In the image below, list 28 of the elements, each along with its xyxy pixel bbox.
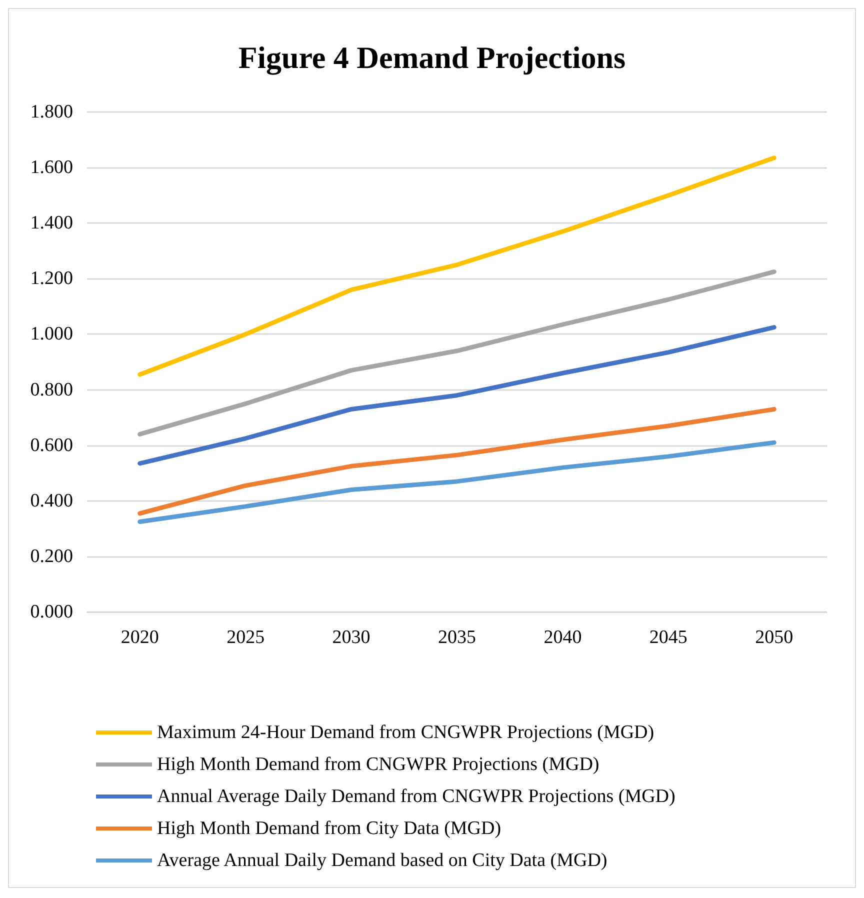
y-tick-label: 0.600 [30, 434, 73, 456]
y-tick-label: 1.800 [30, 102, 73, 122]
y-tick-label: 0.800 [30, 379, 73, 400]
y-tick-label: 0.400 [30, 490, 73, 512]
y-tick-label: 1.400 [30, 212, 73, 234]
y-tick-label: 1.200 [30, 268, 73, 290]
line-series [138, 325, 776, 466]
y-tick-label: 0.000 [30, 602, 73, 622]
y-tick-label: 0.200 [30, 546, 73, 567]
line-series [138, 406, 776, 516]
legend-label: High Month Demand from City Data (MGD) [157, 818, 502, 839]
x-tick-label: 2050 [755, 627, 794, 648]
x-tick-label: 2030 [332, 627, 370, 648]
x-tick-label: 2035 [438, 627, 476, 648]
x-tick-label: 2045 [649, 627, 688, 648]
legend-label: Maximum 24-Hour Demand from CNGWPR Projections (MGD) [157, 722, 654, 743]
legend-label: Annual Average Daily Demand from CNGWPR Projections (MGD) [157, 786, 676, 807]
line-series [138, 156, 776, 377]
x-tick-label: 2040 [544, 627, 582, 648]
x-tick-label: 2020 [120, 627, 159, 648]
y-tick-label: 1.000 [30, 324, 73, 345]
x-tick-label: 2025 [226, 627, 265, 648]
chart-title: Figure 4 Demand Projections [238, 40, 626, 75]
legend-label: Average Annual Daily Demand based on City Data (MGD) [157, 850, 608, 871]
legend-label: High Month Demand from CNGWPR Projections (MGD) [157, 754, 600, 775]
y-tick-label: 1.600 [30, 157, 73, 178]
line-series [138, 440, 776, 524]
line-series [138, 269, 776, 436]
